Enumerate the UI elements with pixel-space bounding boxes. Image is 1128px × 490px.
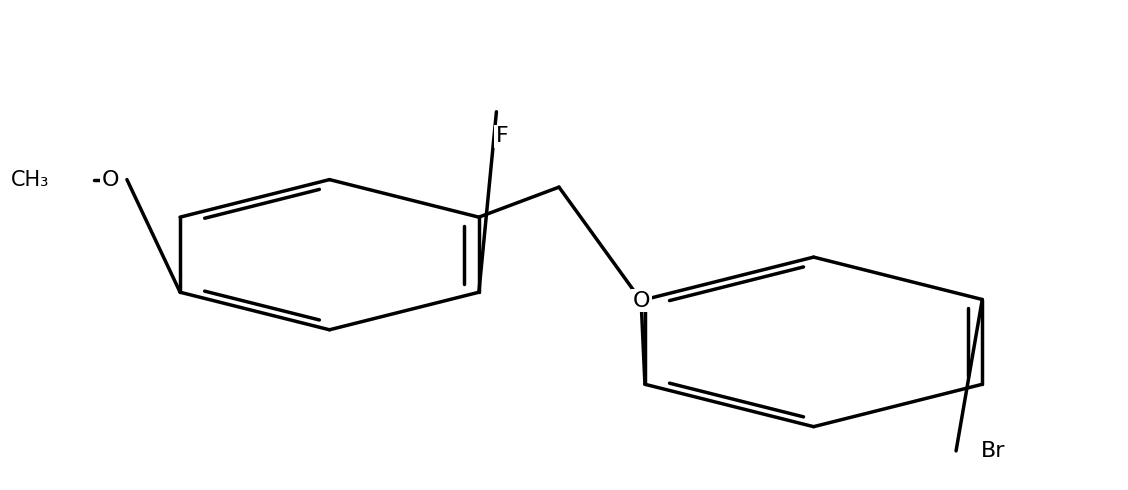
Text: Br: Br [980,441,1005,461]
Text: F: F [495,126,509,147]
Text: O: O [102,170,118,190]
Text: CH₃: CH₃ [10,170,49,190]
Text: O: O [633,291,650,311]
